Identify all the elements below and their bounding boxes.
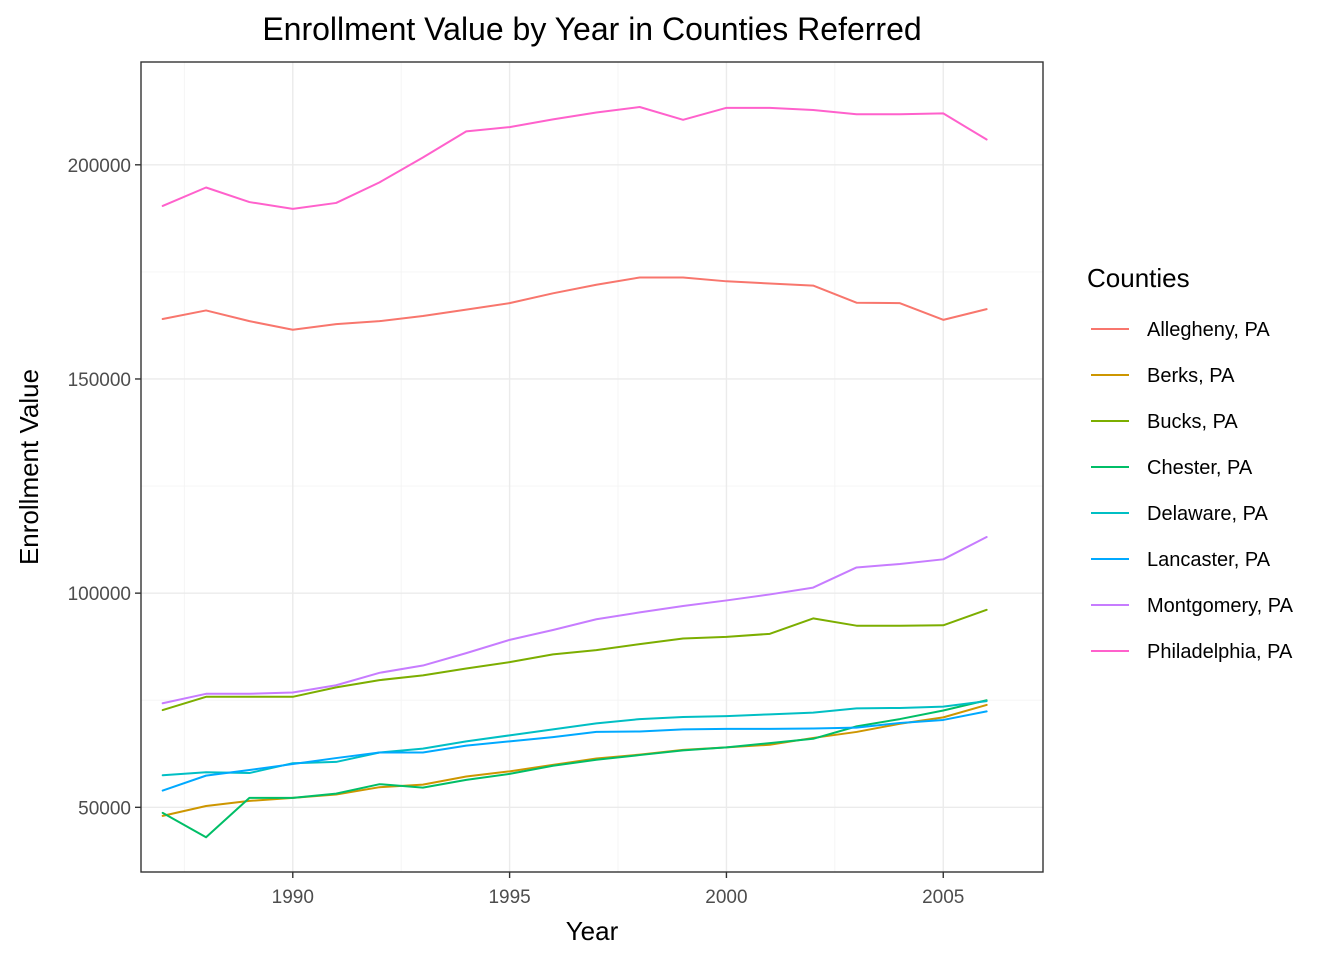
grid-lines [141, 62, 1043, 872]
legend-label-2: Bucks, PA [1147, 411, 1238, 433]
series-line-1 [161, 703, 988, 817]
x-tick-label: 2005 [922, 887, 964, 908]
y-tick-label: 100000 [68, 584, 131, 605]
y-axis-title: Enrollment Value [14, 369, 44, 565]
series-line-3 [161, 699, 988, 839]
series-line-7 [161, 105, 988, 210]
legend-label-3: Chester, PA [1147, 457, 1253, 479]
legend-label-6: Montgomery, PA [1147, 595, 1294, 617]
x-tick-label: 1990 [272, 887, 314, 908]
axes: 1990 1995 2000 2005 50000 100000 150000 200000 [68, 156, 965, 908]
legend-label-7: Philadelphia, PA [1147, 641, 1293, 663]
series-line-5 [161, 710, 988, 792]
legend-label-1: Berks, PA [1147, 365, 1235, 387]
series-lines [161, 105, 988, 839]
y-tick-label: 50000 [78, 798, 131, 819]
x-axis-title: Year [566, 916, 619, 946]
legend-label-4: Delaware, PA [1147, 503, 1268, 525]
legend-title: Counties [1087, 263, 1190, 293]
x-tick-label: 2000 [705, 887, 747, 908]
series-line-6 [161, 536, 988, 705]
y-tick-label: 200000 [68, 156, 131, 177]
x-tick-label: 1995 [488, 887, 530, 908]
series-line-2 [161, 608, 988, 712]
legend: Counties Allegheny, PA Berks, PA Bucks, PA… [1087, 263, 1294, 663]
series-line-0 [161, 276, 988, 331]
legend-label-0: Allegheny, PA [1147, 319, 1270, 341]
legend-label-5: Lancaster, PA [1147, 549, 1271, 571]
plot-panel-border [140, 61, 1044, 873]
chart-title: Enrollment Value by Year in Counties Ref… [262, 11, 921, 47]
y-tick-label: 150000 [68, 370, 131, 391]
